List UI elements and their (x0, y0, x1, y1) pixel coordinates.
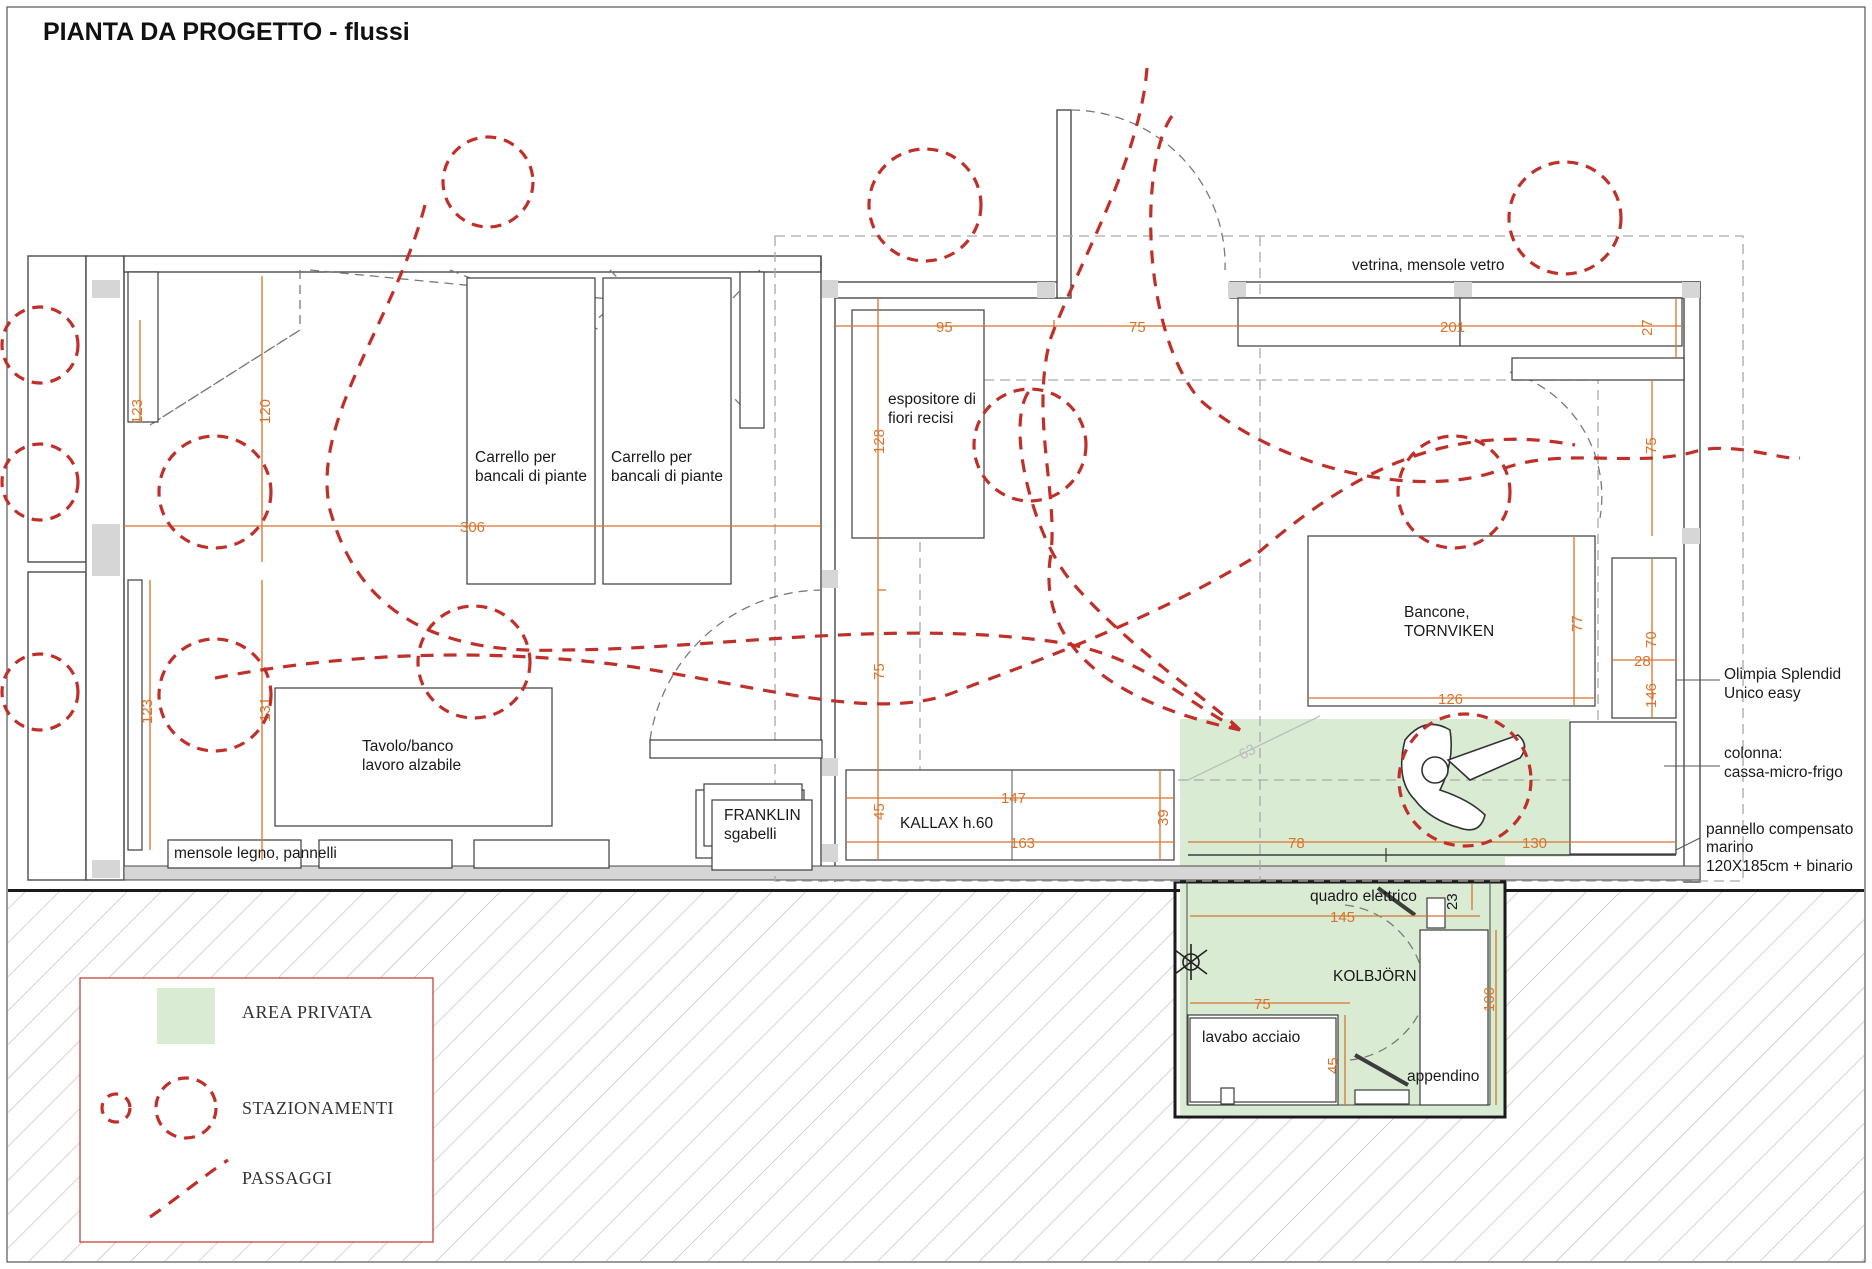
dim-147: 147 (1001, 790, 1026, 807)
dim-78: 78 (1288, 835, 1305, 852)
dim-163: 163 (1010, 835, 1035, 852)
legend: AREA PRIVATA STAZIONAMENTI PASSAGGI (79, 977, 434, 1243)
station-circles (0, 135, 1623, 848)
dim-28: 28 (1634, 653, 1651, 670)
passage-paths (214, 67, 1801, 732)
legend-stations: STAZIONAMENTI (242, 1098, 394, 1118)
legend-station-large-icon (154, 1076, 218, 1140)
label-espositore-2: fiori recisi (888, 410, 953, 427)
label-mensole: mensole legno, pannelli (174, 845, 337, 862)
legend-passages: PASSAGGI (242, 1168, 332, 1188)
dim-128: 128 (871, 429, 888, 454)
furniture (127, 271, 1685, 1106)
dim-27: 27 (1639, 319, 1656, 336)
dim-75-bath: 75 (1254, 996, 1271, 1013)
dim-63: 63 (1236, 741, 1259, 764)
label-pannello-1: pannello compensato (1706, 821, 1853, 838)
dim-145: 145 (1330, 909, 1355, 926)
label-pannello-3: 120X185cm + binario (1706, 858, 1853, 875)
dim-146: 146 (1643, 683, 1660, 708)
dimension-labels: 95 75 201 27 120 123 306 128 75 77 70 28… (129, 319, 1660, 1074)
sheet-frame (6, 6, 1866, 1263)
dim-45-left: 45 (871, 803, 888, 820)
label-espositore-1: espositore di (888, 391, 976, 408)
legend-box (79, 977, 434, 1243)
label-franklin-1: FRANKLIN (724, 807, 801, 824)
dim-75-top: 75 (1129, 319, 1146, 336)
furniture-labels: vetrina, mensole vetro espositore di fio… (174, 257, 1853, 1085)
label-colonna-1: colonna: (1724, 745, 1783, 762)
ghost-zones (774, 235, 1744, 882)
dim-201: 201 (1440, 319, 1465, 336)
dim-126: 126 (1438, 691, 1463, 708)
page-title: PIANTA DA PROGETTO - flussi (43, 18, 410, 46)
dim-130: 130 (1522, 835, 1547, 852)
dim-123-top: 123 (129, 399, 146, 424)
walls (27, 109, 1701, 1119)
label-lavabo: lavabo acciaio (1202, 1029, 1300, 1046)
label-bancone-1: Bancone, (1404, 604, 1470, 621)
label-kolbjorn: KOLBJÖRN (1333, 967, 1417, 985)
label-quadro: quadro elettrico (1310, 888, 1417, 905)
dim-45-bath: 45 (1325, 1057, 1342, 1074)
dim-95: 95 (936, 319, 953, 336)
label-carrello-2b: bancali di piante (611, 468, 723, 485)
label-pannello-2: marino (1706, 839, 1753, 856)
label-vetrina: vetrina, mensole vetro (1352, 257, 1505, 274)
label-tavolo-2: lavoro alzabile (362, 757, 461, 774)
label-colonna-2: cassa-micro-frigo (1724, 764, 1843, 781)
label-appendino: appendino (1407, 1068, 1479, 1085)
dim-100: 100 (1481, 987, 1498, 1012)
label-franklin-2: sgabelli (724, 826, 777, 843)
dim-123-bottom: 123 (139, 699, 156, 724)
dim-120: 120 (257, 399, 274, 424)
dim-75-mid: 75 (871, 663, 888, 680)
legend-station-small-icon (100, 1092, 132, 1124)
dim-75-right: 75 (1643, 437, 1660, 454)
label-kallax: KALLAX h.60 (900, 815, 993, 832)
legend-private-area: AREA PRIVATA (242, 1002, 373, 1022)
dim-70: 70 (1643, 631, 1660, 648)
legend-passage-icon (149, 1158, 229, 1219)
dim-39: 39 (1155, 809, 1172, 826)
label-olimpia-2: Unico easy (1724, 685, 1801, 702)
dimension-lines (124, 276, 1682, 1105)
dim-77: 77 (1569, 615, 1586, 632)
legend-private-swatch (157, 988, 215, 1044)
dim-23: 23 (1444, 893, 1461, 910)
label-carrello-1b: bancali di piante (475, 468, 587, 485)
pillars (92, 280, 1700, 878)
label-carrello-1a: Carrello per (475, 449, 556, 466)
label-bancone-2: TORNVIKEN (1404, 623, 1494, 640)
label-olimpia-1: Olimpia Splendid (1724, 666, 1841, 683)
label-tavolo-1: Tavolo/banco (362, 738, 453, 755)
dim-306: 306 (460, 519, 485, 536)
label-carrello-2a: Carrello per (611, 449, 692, 466)
